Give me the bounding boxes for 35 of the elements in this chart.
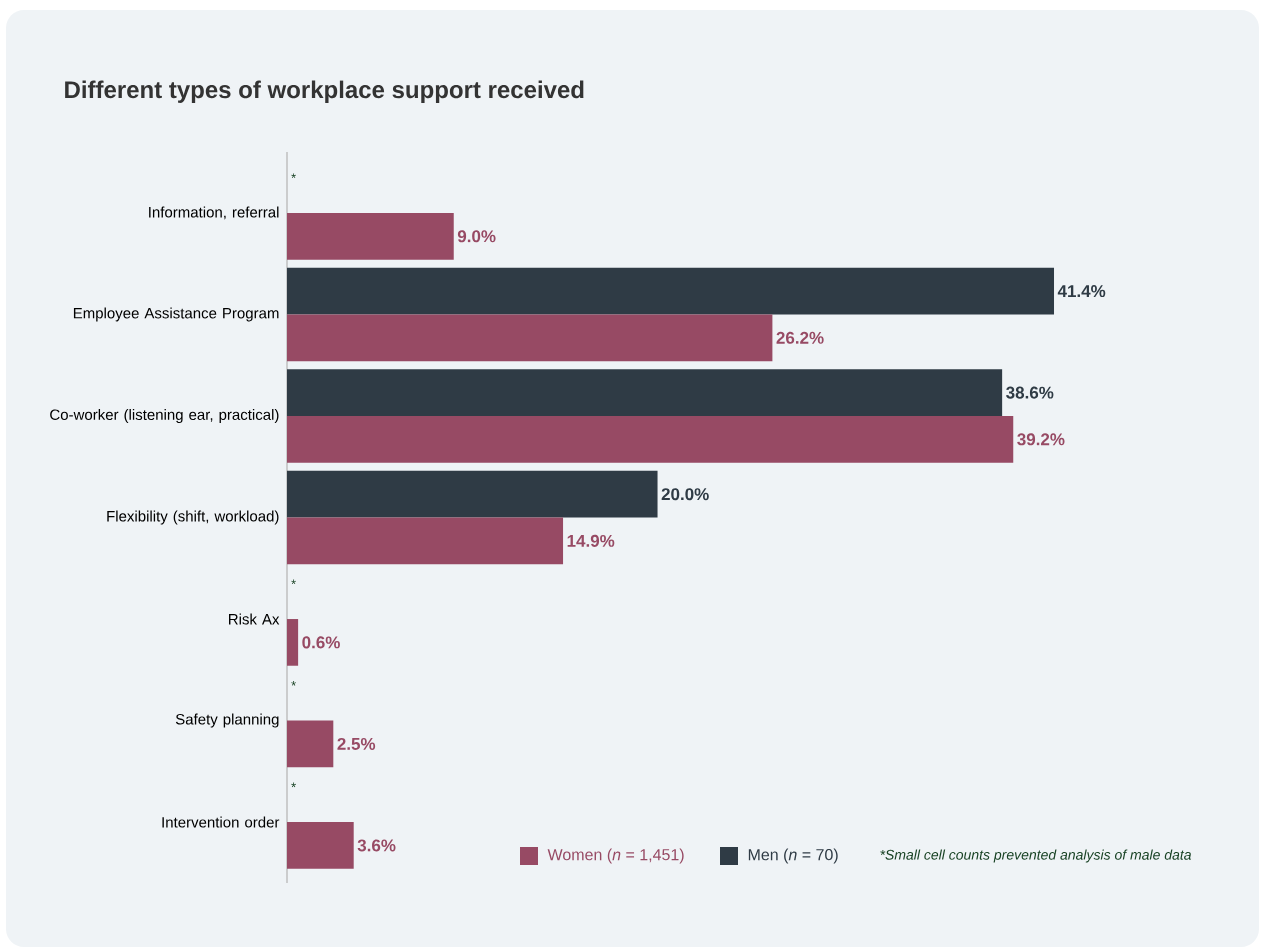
data-label: 3.6% xyxy=(357,839,396,852)
legend-label: Men (n = 70) xyxy=(748,848,838,864)
y-tick-label: Safety planning xyxy=(175,713,279,728)
bar xyxy=(287,314,773,362)
data-label: 14.9% xyxy=(567,534,615,547)
y-tick-label: Flexibility (shift, workload) xyxy=(107,510,279,525)
legend-label: Women (n = 1,451) xyxy=(547,848,684,864)
annotation: * xyxy=(291,579,296,585)
data-label: 2.5% xyxy=(337,737,376,750)
annotation: * xyxy=(291,681,296,686)
data-label: 38.6% xyxy=(1006,386,1054,399)
data-label: 9.0% xyxy=(457,230,496,243)
annotation: * xyxy=(291,782,296,788)
bar xyxy=(287,415,1014,463)
y-tick-label: Intervention order xyxy=(162,816,280,828)
bar xyxy=(287,619,299,666)
annotation: * xyxy=(291,173,296,178)
annotation: *Small cell counts prevented analysis of male data xyxy=(880,849,1192,863)
data-label: 20.0% xyxy=(661,488,709,501)
bar xyxy=(287,267,1055,315)
data-label: 0.6% xyxy=(302,636,340,649)
data-label: 41.4% xyxy=(1057,285,1106,298)
y-tick-label: Risk Ax xyxy=(229,613,280,625)
y-tick-label: Employee Assistance Program xyxy=(73,307,279,322)
y-tick-label: Information, referral xyxy=(149,206,279,220)
data-label: 26.2% xyxy=(776,331,824,344)
chart-title: Different types of workplace support received xyxy=(65,80,584,103)
data-label: 39.2% xyxy=(1017,433,1065,446)
bar xyxy=(287,720,334,768)
y-tick-label: Co-worker (listening ear, practical) xyxy=(50,408,279,423)
bar xyxy=(287,212,454,260)
bar xyxy=(287,517,564,565)
bar xyxy=(287,470,658,518)
bar xyxy=(287,369,1003,416)
bar xyxy=(287,822,354,869)
